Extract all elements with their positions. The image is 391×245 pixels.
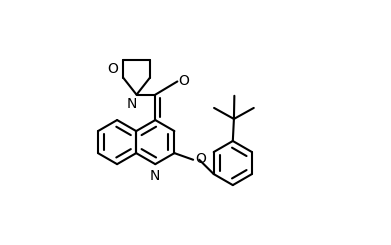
Text: O: O xyxy=(179,74,190,88)
Text: O: O xyxy=(195,151,206,166)
Text: N: N xyxy=(150,169,160,183)
Text: N: N xyxy=(127,97,137,111)
Text: O: O xyxy=(107,62,118,76)
